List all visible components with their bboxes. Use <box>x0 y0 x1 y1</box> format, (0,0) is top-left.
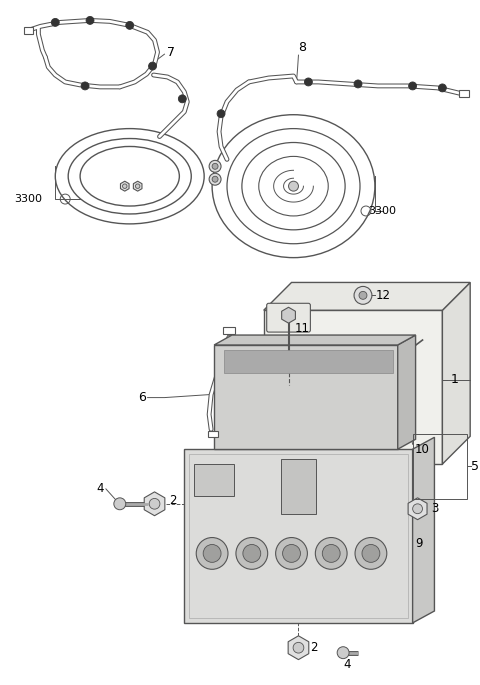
Text: 11: 11 <box>295 322 310 334</box>
Polygon shape <box>224 350 393 373</box>
Bar <box>208 432 218 437</box>
Circle shape <box>304 78 312 86</box>
Text: 6: 6 <box>138 391 145 404</box>
Polygon shape <box>120 182 129 191</box>
Circle shape <box>322 545 340 562</box>
Circle shape <box>196 538 228 569</box>
Circle shape <box>135 184 140 188</box>
Circle shape <box>276 538 307 569</box>
Polygon shape <box>184 449 413 623</box>
Circle shape <box>354 80 362 88</box>
Circle shape <box>408 82 417 90</box>
Polygon shape <box>133 182 142 191</box>
Circle shape <box>293 643 304 653</box>
Circle shape <box>149 62 156 70</box>
Text: 10: 10 <box>415 443 430 456</box>
Circle shape <box>212 163 218 169</box>
Polygon shape <box>413 437 434 623</box>
Circle shape <box>243 545 261 562</box>
Bar <box>459 90 469 97</box>
Circle shape <box>149 499 160 509</box>
Bar <box>223 327 235 334</box>
Text: 4: 4 <box>96 482 104 495</box>
Polygon shape <box>264 310 443 464</box>
Polygon shape <box>144 492 165 516</box>
Ellipse shape <box>316 377 350 416</box>
Circle shape <box>51 18 59 26</box>
Bar <box>194 464 234 496</box>
Circle shape <box>114 498 126 510</box>
Circle shape <box>179 95 186 103</box>
Circle shape <box>236 538 268 569</box>
Circle shape <box>283 545 300 562</box>
Circle shape <box>438 84 446 92</box>
Text: 4: 4 <box>343 658 350 671</box>
Circle shape <box>362 545 380 562</box>
Ellipse shape <box>308 369 358 424</box>
Circle shape <box>81 82 89 90</box>
Ellipse shape <box>387 383 408 410</box>
Circle shape <box>209 173 221 185</box>
Text: 5: 5 <box>471 460 479 473</box>
Text: 3300: 3300 <box>14 194 43 204</box>
Circle shape <box>86 16 94 25</box>
Circle shape <box>354 286 372 304</box>
Circle shape <box>212 176 218 182</box>
Circle shape <box>203 545 221 562</box>
Text: 1: 1 <box>450 373 458 386</box>
Circle shape <box>288 182 299 191</box>
Circle shape <box>126 21 134 29</box>
Polygon shape <box>443 282 470 464</box>
Polygon shape <box>398 335 416 449</box>
Circle shape <box>209 160 221 172</box>
Polygon shape <box>288 636 309 660</box>
Bar <box>413 434 467 499</box>
Text: 3: 3 <box>432 502 439 515</box>
Circle shape <box>413 504 422 514</box>
Bar <box>24 27 34 34</box>
Circle shape <box>315 538 347 569</box>
Bar <box>281 459 316 514</box>
Circle shape <box>122 184 127 188</box>
Circle shape <box>359 291 367 299</box>
Circle shape <box>355 538 387 569</box>
Text: 7: 7 <box>168 46 176 59</box>
Polygon shape <box>408 498 427 520</box>
Text: 3300: 3300 <box>368 206 396 216</box>
Circle shape <box>217 110 225 118</box>
Text: 9: 9 <box>416 537 423 550</box>
FancyBboxPatch shape <box>267 303 311 332</box>
Text: 2: 2 <box>311 641 318 654</box>
Polygon shape <box>214 345 398 449</box>
Polygon shape <box>282 308 295 323</box>
Circle shape <box>337 647 349 659</box>
Polygon shape <box>214 335 416 345</box>
Text: 12: 12 <box>376 289 391 302</box>
Polygon shape <box>264 282 470 310</box>
Text: 8: 8 <box>299 40 306 53</box>
Text: 2: 2 <box>169 495 177 508</box>
